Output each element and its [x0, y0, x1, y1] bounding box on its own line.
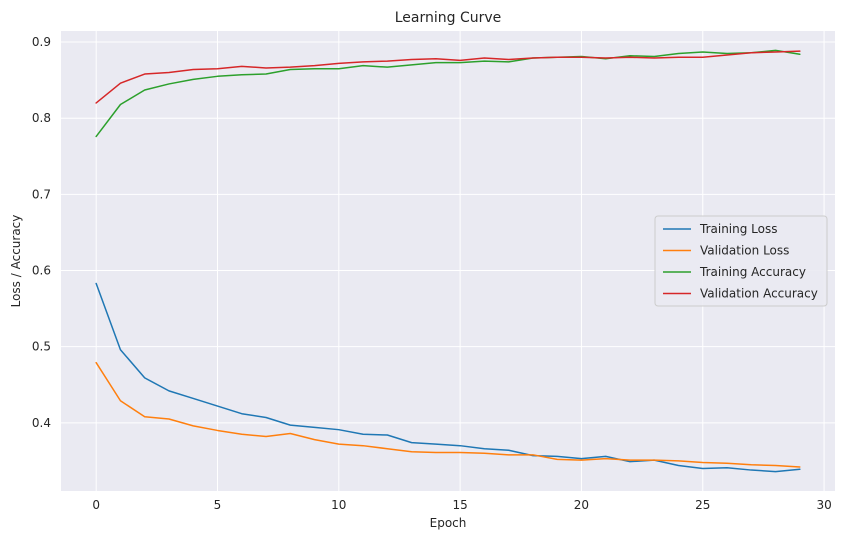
- validation-accuracy-line: [95, 50, 801, 104]
- x-tick-label: 30: [816, 498, 831, 512]
- y-axis-ticks: 0.4 0.5 0.6 0.7 0.8 0.9: [32, 35, 51, 430]
- x-tick-label: 15: [452, 498, 467, 512]
- legend: Training Loss Validation Loss Training Acc…: [654, 215, 828, 307]
- training-accuracy-legend-label: Training Accuracy: [699, 265, 806, 279]
- x-tick-label: 20: [574, 498, 589, 512]
- x-axis-label: Epoch: [430, 516, 467, 530]
- x-tick-label: 10: [331, 498, 346, 512]
- y-tick-label: 0.6: [32, 264, 51, 278]
- x-tick-label: 25: [695, 498, 710, 512]
- y-tick-label: 0.4: [32, 416, 51, 430]
- validation-loss-legend-label: Validation Loss: [700, 244, 789, 258]
- chart-title: Learning Curve: [395, 10, 502, 26]
- y-axis-label: Loss / Accuracy: [9, 215, 23, 308]
- legend-box: [654, 215, 828, 307]
- y-tick-label: 0.8: [32, 111, 51, 125]
- validation-accuracy-legend-label: Validation Accuracy: [700, 287, 818, 301]
- training-loss-legend-label: Training Loss: [699, 222, 777, 236]
- y-tick-label: 0.9: [32, 35, 51, 49]
- x-axis-ticks: 0 5 10 15 20 25 30: [92, 498, 831, 512]
- validation-loss-line: [95, 361, 801, 468]
- y-tick-label: 0.5: [32, 340, 51, 354]
- y-tick-label: 0.7: [32, 187, 51, 201]
- training-accuracy-line: [95, 49, 801, 138]
- series-lines: [95, 49, 801, 473]
- x-tick-label: 0: [92, 498, 100, 512]
- training-loss-line: [95, 282, 801, 473]
- x-tick-label: 5: [214, 498, 222, 512]
